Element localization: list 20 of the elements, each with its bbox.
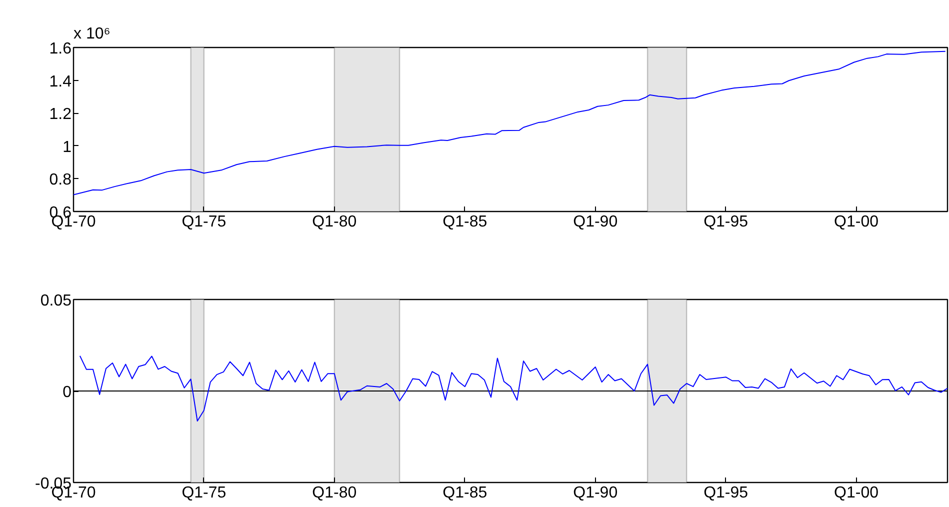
x-tick-label: Q1-00 <box>834 484 879 502</box>
x-tick-label: Q1-80 <box>312 484 357 502</box>
x-tick-label: Q1-80 <box>312 214 357 230</box>
x-tick-label: Q1-75 <box>182 484 226 502</box>
text: x 10⁶ <box>74 26 110 42</box>
y-tick-label: 0.05 <box>40 292 72 310</box>
x-tick-label: Q1-75 <box>182 214 226 230</box>
x-tick-label: Q1-95 <box>704 484 748 502</box>
x-tick-label: Q1-90 <box>573 214 618 230</box>
x-tick-label: Q1-00 <box>834 214 879 230</box>
y-tick-label: 1.4 <box>49 73 72 90</box>
x-tick-label: Q1-85 <box>442 214 488 230</box>
y-tick-label: 0.8 <box>49 172 72 189</box>
y-tick-label: 0 <box>62 384 72 401</box>
x-tick-label: Q1-85 <box>442 484 488 502</box>
x-tick-label: Q1-90 <box>573 484 618 502</box>
y-tick-label: 1 <box>62 138 72 156</box>
x-tick-label: Q1-95 <box>704 214 748 230</box>
y-tick-label: 1.2 <box>49 106 72 124</box>
y-tick-label: 1.6 <box>49 40 72 58</box>
